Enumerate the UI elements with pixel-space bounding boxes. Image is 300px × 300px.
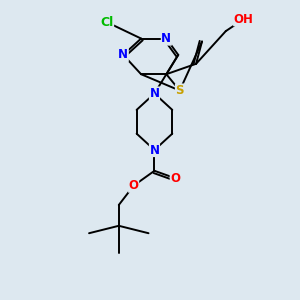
Text: N: N (118, 48, 128, 62)
Text: S: S (176, 84, 184, 97)
Text: OH: OH (234, 13, 254, 26)
Text: N: N (161, 32, 171, 45)
Text: O: O (170, 172, 180, 185)
Text: N: N (149, 87, 160, 100)
Text: O: O (129, 179, 139, 192)
Text: N: N (149, 143, 160, 157)
Text: Cl: Cl (100, 16, 113, 29)
